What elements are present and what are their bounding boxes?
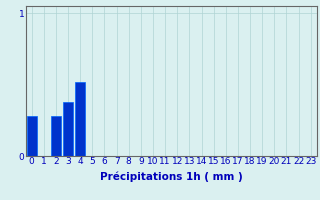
X-axis label: Précipitations 1h ( mm ): Précipitations 1h ( mm ) bbox=[100, 172, 243, 182]
Bar bbox=[51, 116, 61, 156]
Bar bbox=[27, 116, 37, 156]
Bar bbox=[75, 82, 85, 156]
Bar bbox=[63, 102, 73, 156]
